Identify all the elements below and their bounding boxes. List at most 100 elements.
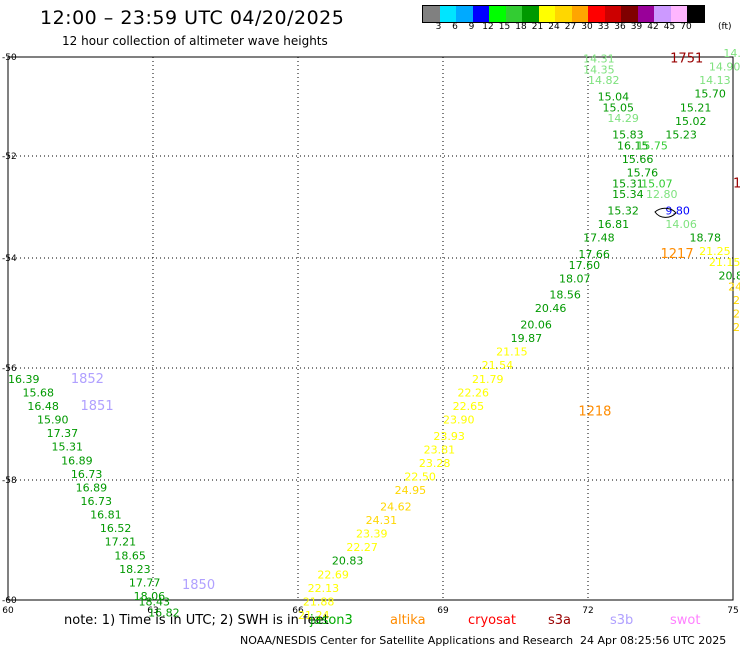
wave-height-label: 12.80 bbox=[646, 188, 678, 201]
track-marker-icon bbox=[654, 207, 677, 218]
x-tick-label: 75 bbox=[727, 606, 738, 616]
color-swatch bbox=[687, 6, 704, 22]
wave-height-label: 21.54 bbox=[482, 359, 513, 372]
wave-height-label: 20.88 bbox=[719, 270, 740, 283]
wave-height-label: 20.06 bbox=[520, 319, 552, 332]
wave-height-label: 15.05 bbox=[603, 101, 635, 114]
wave-height-label: 21.88 bbox=[303, 595, 335, 608]
wave-height-label: 15.68 bbox=[23, 386, 55, 399]
wave-height-label: 18.56 bbox=[549, 289, 581, 302]
wave-height-label: 18.78 bbox=[690, 232, 722, 245]
color-swatch bbox=[571, 6, 588, 22]
wave-height-label: 16.52 bbox=[100, 522, 132, 535]
color-scale-tick: 15 bbox=[498, 22, 511, 32]
wave-height-label: 17.77 bbox=[129, 576, 161, 589]
wave-height-label: 16.81 bbox=[598, 218, 630, 231]
wave-height-label: 19.87 bbox=[511, 332, 542, 345]
wave-height-label: 9.80 bbox=[665, 204, 690, 217]
wave-height-label: 16.82 bbox=[148, 606, 180, 619]
color-scale-tick: 39 bbox=[630, 22, 643, 32]
wave-height-label: 23. bbox=[733, 308, 740, 321]
wave-height-label: 14.37 bbox=[723, 47, 740, 60]
wave-height-label: 16.73 bbox=[81, 495, 113, 508]
wave-height-label: 24.95 bbox=[395, 484, 427, 497]
wave-height-label: 16.89 bbox=[76, 481, 108, 494]
wave-height-label: 14.90 bbox=[709, 61, 740, 74]
legend-item-s3a: s3a bbox=[548, 613, 572, 628]
wave-height-label: 17.66 bbox=[578, 248, 610, 261]
color-swatch bbox=[439, 6, 456, 22]
wave-height-label: 16.81 bbox=[90, 509, 122, 522]
wave-height-label: 15.02 bbox=[675, 115, 707, 128]
wave-height-label: 18.23 bbox=[119, 563, 150, 576]
color-scale-tick: 9 bbox=[468, 22, 475, 32]
wave-height-label: 23.39 bbox=[356, 528, 388, 541]
y-tick-label: -60 bbox=[2, 596, 17, 606]
y-tick-label: -52 bbox=[2, 152, 17, 162]
color-scale-tick: 24 bbox=[548, 22, 560, 32]
wave-height-label: 22.50 bbox=[404, 471, 436, 484]
chart-title: 12:00 – 23:59 UTC 04/20/2025 bbox=[40, 7, 345, 29]
generated-timestamp: 24 Apr 08:25:56 UTC 2025 bbox=[580, 634, 727, 647]
wave-height-label: 15.04 bbox=[598, 90, 630, 103]
wave-height-label: 25.5 bbox=[733, 294, 740, 307]
color-scale-tick: 3 bbox=[435, 22, 442, 32]
wave-height-label: 20.83 bbox=[332, 555, 364, 568]
footnote: note: 1) Time is in UTC; 2) SWH is in fe… bbox=[64, 613, 329, 628]
color-scale-unit: (ft) bbox=[718, 22, 732, 32]
legend-item-altika: altika bbox=[390, 613, 426, 628]
wave-height-label: 24.62 bbox=[380, 500, 412, 513]
color-scale-tick: 18 bbox=[515, 22, 527, 32]
wave-height-label: 23.28 bbox=[419, 457, 451, 470]
y-tick-label: -56 bbox=[2, 364, 17, 374]
wave-height-label: 14.06 bbox=[665, 218, 697, 231]
wave-height-label: 16.89 bbox=[61, 454, 93, 467]
wave-height-label: 14.35 bbox=[583, 63, 615, 76]
color-scale-labels: 3 6 9 12 15 18 21 24 27 30 33 36 39 42 45 70 bbox=[422, 22, 740, 32]
wave-height-label: 21.25 bbox=[699, 245, 731, 258]
wave-height-label: 14.31 bbox=[583, 52, 615, 65]
color-swatch bbox=[588, 6, 605, 22]
color-scale-tick: 6 bbox=[452, 22, 458, 32]
color-swatch bbox=[604, 6, 621, 22]
x-tick-label: 66 bbox=[292, 606, 304, 616]
plot-frame bbox=[7, 56, 734, 601]
color-swatch bbox=[654, 6, 671, 22]
wave-height-label: 15.76 bbox=[627, 166, 659, 179]
color-swatch bbox=[555, 6, 572, 22]
wave-height-label: 20.46 bbox=[535, 302, 567, 315]
wave-height-label: 21.15 bbox=[496, 346, 527, 359]
wave-height-label: 15.21 bbox=[680, 101, 712, 114]
wave-height-label: 15.32 bbox=[607, 204, 639, 217]
wave-height-label: 15.07 bbox=[641, 177, 673, 190]
color-swatch bbox=[456, 6, 473, 22]
color-scale-tick: 21 bbox=[531, 22, 544, 32]
color-swatch bbox=[505, 6, 522, 22]
wave-height-label: 23.90 bbox=[443, 414, 475, 427]
pass-time-label: 1852 bbox=[71, 372, 104, 387]
wave-height-label: 15.66 bbox=[622, 153, 654, 166]
wave-height-label: 2 bbox=[733, 321, 740, 334]
wave-height-label: 16.73 bbox=[71, 468, 103, 481]
pass-time-label: 1851 bbox=[81, 399, 114, 414]
wave-height-label: 22.13 bbox=[308, 582, 340, 595]
wave-height-label: 15.23 bbox=[665, 128, 697, 141]
pass-time-label: 1217 bbox=[661, 247, 694, 262]
wave-height-label: 24.07 bbox=[728, 280, 740, 293]
color-swatch bbox=[670, 6, 687, 22]
wave-height-label: 21.15 bbox=[709, 256, 740, 269]
y-tick-label: -50 bbox=[2, 53, 17, 63]
wave-height-label: 21.24 bbox=[298, 609, 330, 622]
wave-height-label: 22.69 bbox=[317, 568, 349, 581]
y-tick-label: -54 bbox=[2, 254, 17, 264]
wave-height-label: 15.31 bbox=[612, 177, 644, 190]
chart-subtitle: 12 hour collection of altimeter wave hei… bbox=[62, 34, 328, 48]
pass-time-label: 1850 bbox=[182, 578, 215, 593]
wave-height-label: 14.29 bbox=[607, 112, 639, 125]
color-scale-tick: 36 bbox=[614, 22, 626, 32]
color-swatch bbox=[621, 6, 638, 22]
wave-height-label: 15.70 bbox=[694, 88, 726, 101]
color-scale-tick: 33 bbox=[597, 22, 610, 32]
color-scale-tick: 27 bbox=[564, 22, 577, 32]
color-scale-tick: 42 bbox=[647, 22, 659, 32]
